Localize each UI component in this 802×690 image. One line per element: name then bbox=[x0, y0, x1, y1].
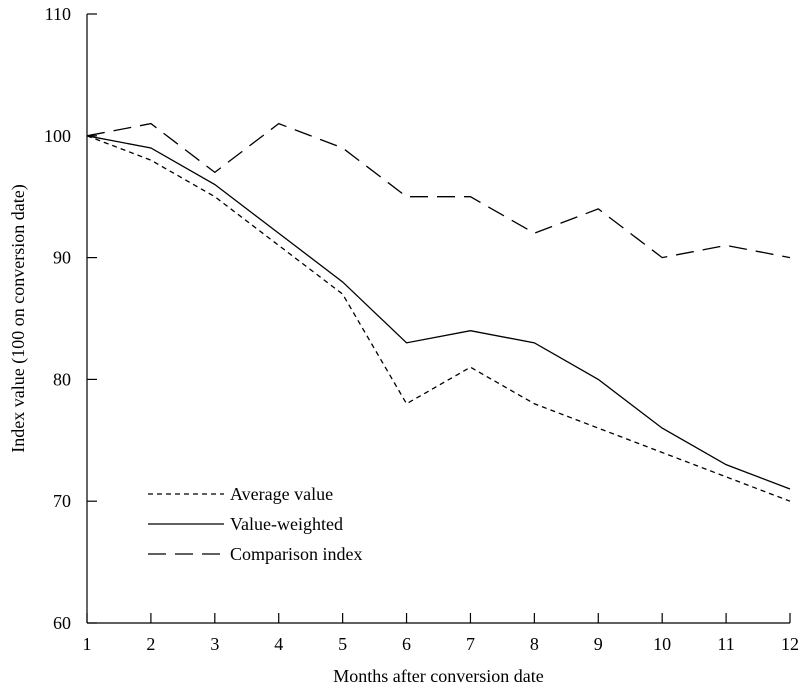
y-tick-label: 60 bbox=[53, 613, 71, 633]
x-tick-label: 12 bbox=[781, 634, 799, 654]
y-tick-label: 100 bbox=[44, 126, 71, 146]
x-tick-label: 5 bbox=[338, 634, 347, 654]
y-axis-label: Index value (100 on conversion date) bbox=[8, 184, 29, 452]
legend-label: Average value bbox=[230, 484, 333, 504]
x-ticks: 1 2 3 4 5 6 7 8 9 10 11 12 bbox=[83, 613, 799, 654]
series-line-value-weighted bbox=[86, 135, 791, 490]
x-tick-label: 7 bbox=[466, 634, 475, 654]
x-tick-label: 8 bbox=[530, 634, 539, 654]
x-tick-label: 1 bbox=[83, 634, 92, 654]
x-axis-label: Months after conversion date bbox=[333, 666, 543, 686]
legend: Average value Value-weighted Comparison in… bbox=[148, 484, 363, 564]
legend-label: Comparison index bbox=[230, 544, 363, 564]
x-tick-label: 9 bbox=[594, 634, 603, 654]
y-tick-label: 80 bbox=[53, 369, 71, 389]
series-line-average-value bbox=[86, 135, 791, 502]
x-tick-label: 4 bbox=[274, 634, 283, 654]
x-tick-label: 3 bbox=[210, 634, 219, 654]
axes bbox=[86, 14, 790, 624]
y-tick-label: 110 bbox=[45, 4, 71, 24]
legend-label: Value-weighted bbox=[230, 514, 343, 534]
x-tick-label: 10 bbox=[653, 634, 671, 654]
x-tick-label: 6 bbox=[402, 634, 411, 654]
series-lines bbox=[86, 122, 791, 502]
x-tick-label: 11 bbox=[717, 634, 734, 654]
y-tick-label: 90 bbox=[53, 248, 71, 268]
x-tick-label: 2 bbox=[146, 634, 155, 654]
y-ticks: 60 70 80 90 100 110 bbox=[44, 4, 97, 633]
y-tick-label: 70 bbox=[53, 491, 71, 511]
series-line-comparison-index bbox=[86, 122, 791, 259]
